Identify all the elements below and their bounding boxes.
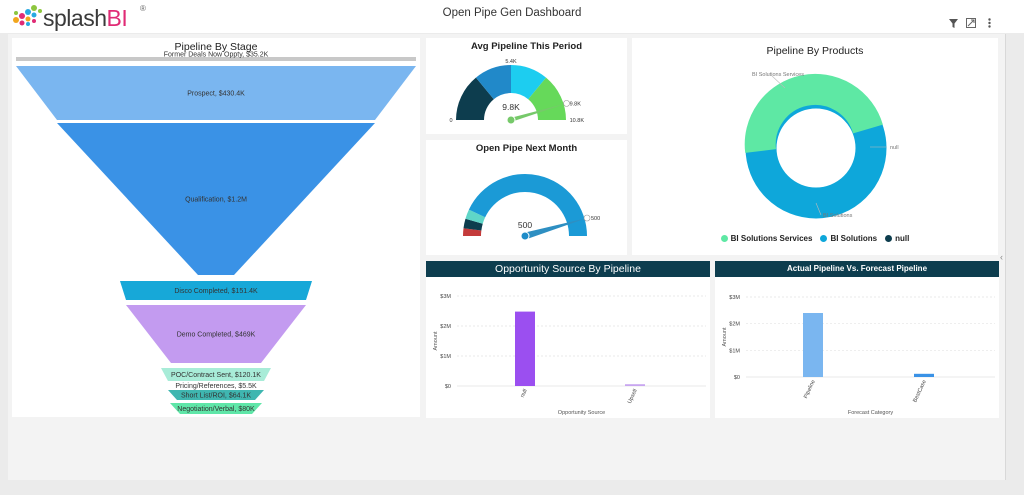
funnel-stage-label: Former Deals Now Oppty, $35.2K — [164, 52, 269, 59]
panel-title: Avg Pipeline This Period — [470, 41, 583, 52]
legend-item-bi-solutions-services[interactable]: BI Solutions Services — [720, 234, 812, 243]
gauge-hub — [520, 231, 530, 241]
gauge-band — [468, 174, 587, 236]
gauge-marker — [563, 100, 570, 107]
y-tick-label: $3M — [729, 295, 740, 301]
gauge-band — [463, 218, 483, 231]
gauge-marker — [583, 214, 591, 222]
funnel-stage-label: Demo Completed, $469K — [177, 332, 256, 339]
legend-item-bi-solutions[interactable]: BI Solutions — [820, 234, 877, 243]
gauge-band — [511, 65, 547, 100]
y-axis-label: Amount — [433, 331, 439, 350]
gauge-band — [528, 77, 566, 120]
panel-title: Actual Pipeline Vs. Forecast Pipeline — [786, 264, 928, 273]
funnel-stage-label: Prospect, $430.4K — [187, 91, 245, 98]
gauge-value-label: 9.8K — [502, 102, 520, 112]
gauge-band — [456, 77, 494, 120]
avg-pipeline-gauge: 0 10.8K 5.4K 9.8K 9.8K — [449, 59, 585, 125]
gauge-band — [475, 65, 511, 100]
funnel-stage-label: Qualification, $1.2M — [185, 197, 247, 204]
donut-label-null: null — [890, 145, 899, 151]
pipeline-by-products-panel: Pipeline By Products BI Solutions Servic… — [632, 38, 998, 255]
funnel-stage[interactable] — [168, 390, 264, 400]
gauge-band — [465, 209, 486, 224]
y-tick-label: $2M — [440, 324, 451, 330]
gauge-hub — [506, 115, 516, 125]
pipeline-by-stage-panel: Pipeline By Stage Former Deals Now Oppty… — [12, 38, 420, 417]
funnel-stage[interactable] — [170, 403, 262, 414]
funnel-stage-label: Pricing/References, $5.5K — [175, 383, 257, 390]
funnel-stage[interactable] — [16, 57, 416, 61]
logo-dots-icon — [13, 5, 42, 26]
registered-mark: ® — [140, 4, 146, 13]
y-tick-label: $1M — [729, 348, 740, 354]
forecast-bar-chart: $3M $2M $1M $0 Pipeline BestCase Amount Forecas… — [722, 295, 995, 416]
toolbar — [948, 16, 994, 30]
filter-icon[interactable] — [948, 17, 958, 29]
legend-item-null[interactable]: null — [885, 234, 909, 243]
y-tick-label: $3M — [440, 294, 451, 300]
open-pipe-gauge: 500 500 — [463, 174, 600, 241]
panel-title: Pipeline By Stage — [174, 41, 258, 53]
funnel-stage[interactable] — [161, 368, 271, 381]
logo-wordmark: splashBI — [43, 5, 128, 31]
funnel-stage-label: Negotiation/Verbal, $80K — [177, 406, 255, 413]
gauge-marker-label: 9.8K — [570, 101, 582, 107]
x-tick-label: null — [520, 388, 529, 398]
gauge-mid-label: 5.4K — [505, 59, 517, 65]
gauge-max-label: 500 — [591, 216, 600, 222]
page-title: Open Pipe Gen Dashboard — [442, 7, 582, 19]
opportunity-source-panel: Opportunity Source By Pipeline $3M $2M $1M… — [426, 261, 710, 418]
funnel-stage[interactable] — [126, 305, 306, 363]
splashbi-logo[interactable]: splashBI ® — [12, 4, 152, 31]
funnel-stage[interactable] — [57, 123, 375, 275]
panel-header: Actual Pipeline Vs. Forecast Pipeline — [715, 261, 999, 277]
donut-slice-bi-solutions-services[interactable] — [744, 73, 883, 153]
panel-title: Opportunity Source By Pipeline — [495, 263, 641, 275]
kebab-menu-icon[interactable] — [984, 17, 994, 29]
panel-title: Pipeline By Products — [766, 45, 864, 57]
x-axis-label: Opportunity Source — [558, 410, 605, 416]
funnel-chart: Former Deals Now Oppty, $35.2K Prospect, … — [16, 52, 416, 414]
gauge-needle — [523, 218, 587, 239]
y-tick-label: $1M — [440, 354, 451, 360]
bar[interactable] — [515, 311, 535, 386]
gauge-band — [463, 228, 482, 236]
bar[interactable] — [803, 313, 823, 377]
products-legend: BI Solutions Services BI Solutions null — [632, 234, 998, 243]
funnel-stage-label: POC/Contract Sent, $120.1K — [171, 372, 261, 379]
products-donut-chart: BI Solutions Services null BI Solutions — [744, 72, 899, 219]
y-tick-label: $0 — [734, 375, 740, 381]
gauge-min-label: 0 — [449, 118, 452, 124]
opportunity-source-bar-chart: $3M $2M $1M $0 null Upsell Amount Opportunity S… — [433, 294, 706, 416]
collapse-panel-icon[interactable]: ‹ — [1000, 252, 1003, 262]
bar[interactable] — [914, 373, 934, 377]
top-bar: splashBI ® Open Pipe Gen Dashboard — [0, 0, 1024, 33]
x-axis-label: Forecast Category — [848, 410, 893, 416]
avg-pipeline-panel: Avg Pipeline This Period 0 10.8K 5.4K 9.8K 9… — [426, 38, 627, 134]
x-tick-label: Pipeline — [803, 379, 817, 399]
bar[interactable] — [625, 384, 645, 386]
donut-label-bi-solutions: BI Solutions — [823, 213, 853, 219]
donut-label-bi-solutions-services: BI Solutions Services — [752, 72, 804, 78]
funnel-stage-label: Disco Completed, $151.4K — [174, 288, 258, 295]
y-tick-label: $2M — [729, 322, 740, 328]
funnel-stage-label: Short List/ROI, $64.1K — [181, 393, 251, 400]
funnel-stage[interactable] — [120, 281, 312, 300]
y-axis-label: Amount — [722, 327, 728, 346]
panel-title: Open Pipe Next Month — [475, 143, 578, 154]
gauge-value-label: 500 — [518, 220, 532, 230]
x-tick-label: Upsell — [627, 388, 639, 404]
open-pipe-next-month-panel: Open Pipe Next Month 500 500 — [426, 140, 627, 255]
y-tick-label: $0 — [445, 384, 451, 390]
actual-vs-forecast-panel: Actual Pipeline Vs. Forecast Pipeline $3… — [715, 261, 999, 418]
x-tick-label: BestCase — [912, 379, 928, 403]
funnel-stage[interactable] — [16, 66, 416, 120]
gauge-max-label: 10.8K — [570, 118, 585, 124]
funnel-stage[interactable] — [168, 382, 264, 389]
expand-icon[interactable] — [966, 17, 976, 29]
panel-header: Opportunity Source By Pipeline — [426, 261, 710, 277]
